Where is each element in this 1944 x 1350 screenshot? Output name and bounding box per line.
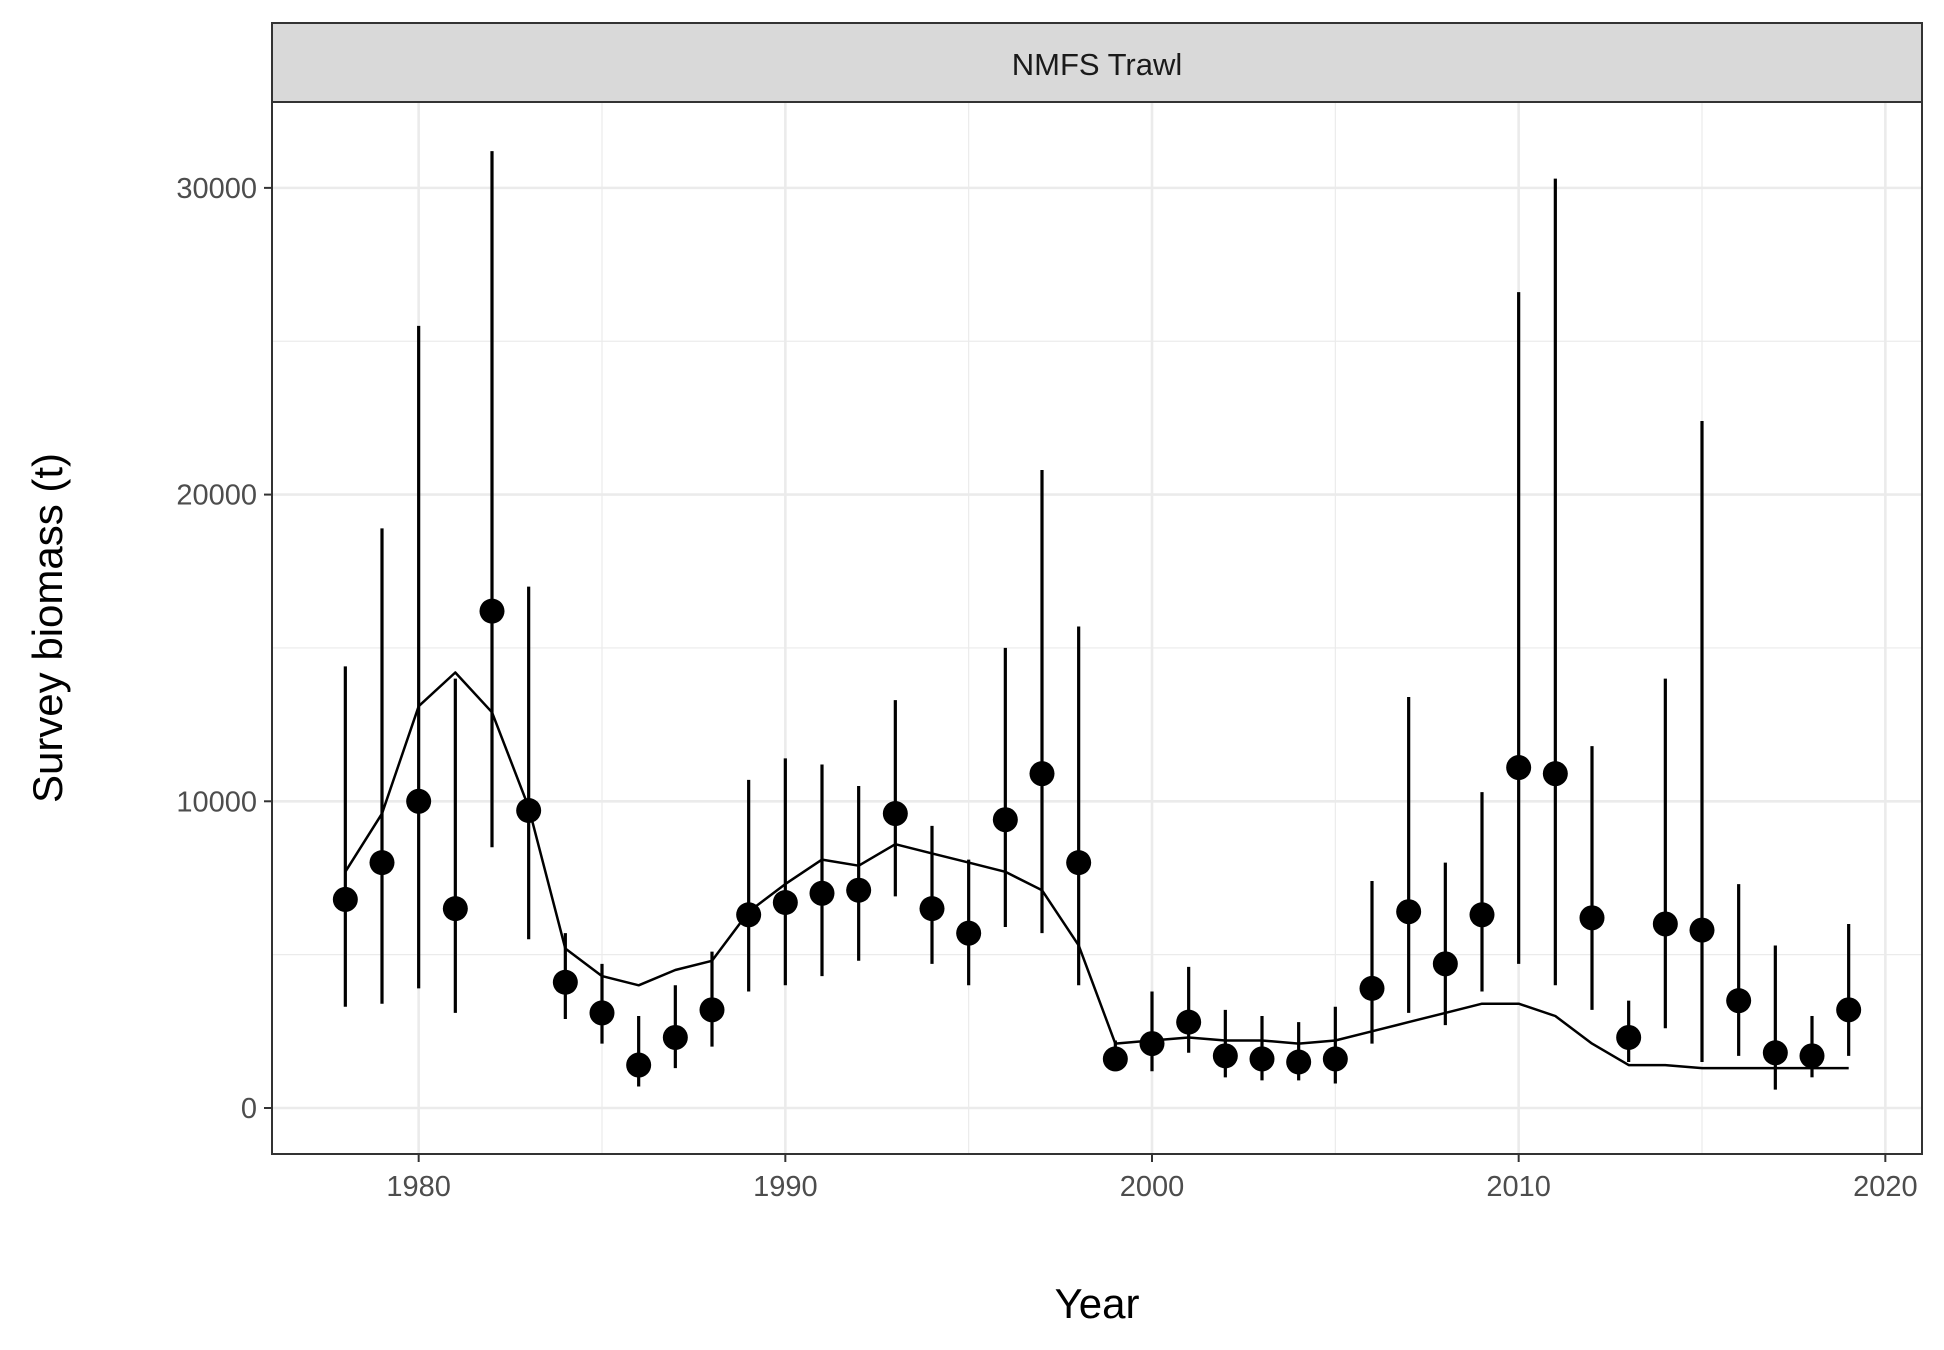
data-point	[1652, 911, 1678, 937]
data-point	[956, 920, 982, 946]
data-point	[1029, 761, 1055, 787]
facet-strip: NMFS Trawl	[271, 22, 1923, 103]
model-fit-line	[344, 671, 1849, 1070]
data-point	[662, 1024, 688, 1050]
data-point	[516, 797, 542, 823]
x-axis-title: Year	[1055, 1280, 1140, 1327]
data-point	[1726, 988, 1752, 1014]
x-tick-label: 1990	[753, 1171, 818, 1203]
y-tick-label: 30000	[176, 173, 257, 205]
data-point	[1249, 1046, 1275, 1072]
x-tick-label: 1980	[386, 1171, 451, 1203]
data-point	[1506, 755, 1532, 781]
data-point	[772, 890, 798, 916]
data-point	[1212, 1043, 1238, 1069]
data-point	[1616, 1024, 1642, 1050]
data-point	[552, 969, 578, 995]
data-point	[1579, 905, 1605, 931]
x-axis-ticks: 1980 1990 2000 2010 2020	[386, 1154, 1918, 1203]
data-point	[442, 896, 468, 922]
y-axis-title: Survey biomass (t)	[24, 453, 71, 803]
x-tick-label: 2000	[1120, 1171, 1185, 1203]
data-point	[1689, 917, 1715, 943]
data-point	[1396, 899, 1422, 925]
y-tick-label: 0	[241, 1093, 257, 1125]
data-point	[1836, 997, 1862, 1023]
observed-points	[332, 598, 1862, 1078]
y-tick-label: 20000	[176, 480, 257, 512]
data-point	[846, 877, 872, 903]
data-point	[1432, 951, 1458, 977]
data-point	[736, 902, 762, 928]
data-point	[1799, 1043, 1825, 1069]
data-point	[699, 997, 725, 1023]
data-point	[1322, 1046, 1348, 1072]
data-point	[809, 880, 835, 906]
x-tick-label: 2010	[1486, 1171, 1551, 1203]
data-point	[882, 801, 908, 827]
data-point	[1066, 850, 1092, 876]
x-tick-label: 2020	[1853, 1171, 1918, 1203]
y-axis-ticks: 0 10000 20000 30000	[176, 173, 272, 1125]
data-point	[626, 1052, 652, 1078]
facet-strip-label: NMFS Trawl	[1012, 47, 1183, 82]
data-point	[479, 598, 505, 624]
data-point	[1286, 1049, 1312, 1075]
data-point	[1139, 1031, 1165, 1057]
data-point	[1542, 761, 1568, 787]
data-point	[1469, 902, 1495, 928]
model-fit-polyline	[344, 671, 1849, 1070]
data-point	[1762, 1040, 1788, 1066]
y-tick-label: 10000	[176, 786, 257, 818]
data-point	[589, 1000, 615, 1026]
data-point	[332, 886, 358, 912]
panel-border	[271, 101, 1923, 1155]
data-point	[1359, 975, 1385, 1001]
data-point	[406, 788, 432, 814]
data-point	[1102, 1046, 1128, 1072]
data-point	[992, 807, 1018, 833]
data-point	[369, 850, 395, 876]
data-point	[1176, 1009, 1202, 1035]
grid-lines	[272, 102, 1922, 1154]
data-point	[919, 896, 945, 922]
